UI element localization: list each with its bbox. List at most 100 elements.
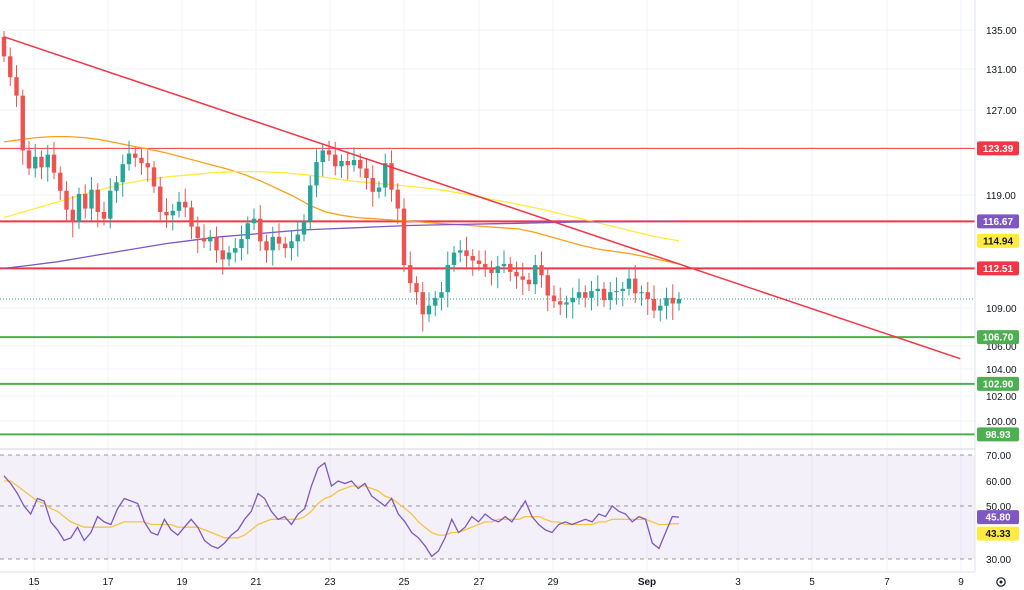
candle (558, 287, 563, 315)
candle-body (301, 220, 307, 235)
candle-body (558, 301, 563, 305)
candle (283, 236, 288, 258)
settings-gear-icon[interactable] (996, 577, 1006, 587)
rsi-tick-label: 60.00 (986, 477, 1011, 488)
candle (220, 236, 225, 275)
candle-body (239, 239, 244, 249)
candle (533, 254, 538, 294)
candle-body (533, 265, 538, 285)
price-tick-label: 104.00 (986, 365, 1017, 376)
candle (401, 198, 407, 272)
candle (158, 176, 163, 222)
candle (351, 147, 357, 172)
candle-body (39, 156, 44, 168)
rsi-badge-43.33: 43.33 (977, 526, 1019, 541)
price-badges: 123.39 116.67 114.94 112.51 106.70 102.90 98.9… (977, 141, 1019, 442)
price-tick-label: 135.00 (986, 26, 1017, 37)
candle (408, 251, 413, 293)
candle-body (633, 278, 638, 294)
time-axis[interactable]: 15 17 19 21 23 25 27 29 Sep 3 5 7 9 (28, 577, 964, 588)
candle-body (470, 256, 475, 261)
candle (520, 262, 525, 296)
rsi-badge-45.80-bg (977, 510, 1019, 525)
price-badge-106.70-bg (977, 330, 1019, 345)
time-tick-label: 19 (176, 577, 188, 588)
candle (458, 240, 463, 263)
candle (289, 231, 294, 261)
candle-body (233, 248, 238, 253)
candle-body (189, 207, 194, 227)
candle (208, 230, 213, 251)
price-tick-label: 102.00 (986, 392, 1017, 403)
candle-body (389, 163, 394, 190)
candle-body (139, 157, 144, 164)
candle-body (33, 156, 38, 169)
candle-body (151, 167, 157, 187)
candle (189, 200, 194, 240)
price-axis[interactable]: 135.00 131.00 127.00 119.00 109.00 106.00 104.… (986, 26, 1017, 428)
price-tick-label: 127.00 (986, 106, 1017, 117)
rsi-badge-43.33-label: 43.33 (985, 529, 1010, 540)
candle-body (326, 150, 332, 155)
candle-body (220, 250, 225, 260)
price-badge-98.93: 98.93 (977, 427, 1019, 442)
candle-body (76, 193, 82, 223)
candle-body (508, 263, 513, 272)
candle-body (614, 291, 619, 293)
price-badge-123.39-bg (977, 141, 1019, 156)
price-badge-102.90: 102.90 (977, 376, 1019, 391)
candle-body (433, 297, 438, 306)
candle (339, 154, 344, 178)
candle (45, 145, 50, 182)
candle-body (564, 302, 569, 305)
candle-body (408, 265, 413, 284)
rsi-axis[interactable]: 70.00 60.00 50.00 30.00 (986, 451, 1011, 566)
trendline[interactable] (3, 36, 961, 360)
candle (301, 214, 307, 242)
time-tick-label: 9 (958, 577, 964, 588)
candle-body (576, 292, 582, 298)
rsi-badge-45.80-label: 45.80 (985, 513, 1010, 524)
candle (501, 250, 507, 273)
candle (676, 292, 682, 311)
candle-body (520, 276, 525, 280)
candle-body (464, 250, 469, 257)
ma-orange-line (3, 135, 680, 265)
candle-body (664, 297, 669, 306)
candle (476, 250, 482, 271)
candle-body (195, 226, 200, 238)
price-badge-98.93-bg (977, 427, 1019, 442)
candle (101, 201, 107, 226)
candle (76, 187, 82, 229)
candle-body (45, 154, 50, 168)
candle (545, 268, 550, 312)
candle (620, 282, 625, 307)
candle-body (251, 218, 257, 224)
candle-body (383, 163, 388, 188)
candle (95, 183, 100, 228)
candle-body (595, 288, 600, 292)
rsi-badge-43.33-bg (977, 526, 1019, 541)
candle-body (201, 237, 207, 242)
grid-lines (0, 0, 975, 572)
candle (595, 275, 600, 307)
candle-body (126, 153, 132, 165)
candle-body (264, 241, 269, 251)
rsi-tick-label: 50.00 (986, 502, 1011, 513)
candle (26, 140, 32, 175)
candle-body (26, 150, 32, 169)
candle (164, 198, 169, 228)
candle (576, 278, 582, 305)
descending-trendline (3, 36, 961, 360)
rsi-badges: 45.80 43.33 (977, 510, 1019, 541)
candle (33, 144, 38, 178)
candle (251, 208, 257, 231)
rsi-series (3, 461, 680, 558)
candle (139, 148, 144, 175)
candle-body (620, 288, 625, 292)
candle-body (570, 297, 575, 303)
time-tick-label: 15 (28, 577, 40, 588)
price-tick-label: 100.00 (986, 417, 1017, 428)
